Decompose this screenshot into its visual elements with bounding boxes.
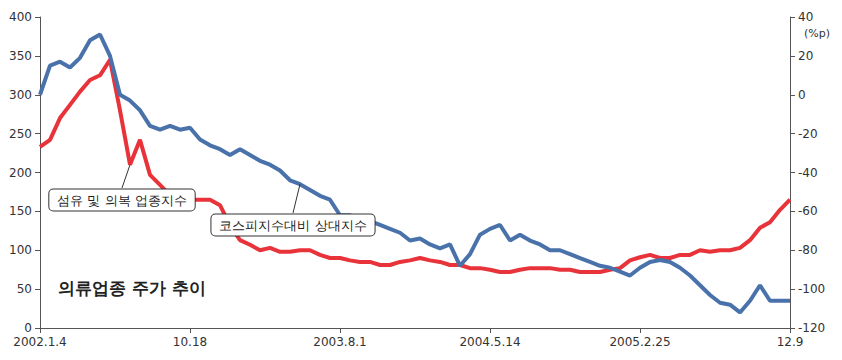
svg-text:400: 400	[9, 10, 32, 24]
svg-text:100: 100	[9, 243, 32, 257]
svg-text:(%p): (%p)	[804, 27, 830, 40]
svg-text:-40: -40	[798, 166, 818, 180]
svg-text:코스피지수대비 상대지수: 코스피지수대비 상대지수	[219, 218, 366, 233]
svg-text:-120: -120	[798, 321, 825, 335]
svg-text:2002.1.4: 2002.1.4	[13, 335, 66, 349]
svg-text:0: 0	[24, 321, 32, 335]
svg-text:2005.2.25: 2005.2.25	[609, 335, 670, 349]
svg-text:10.18: 10.18	[173, 335, 207, 349]
svg-text:-20: -20	[798, 127, 818, 141]
svg-text:20: 20	[798, 49, 813, 63]
svg-text:300: 300	[9, 88, 32, 102]
svg-text:-80: -80	[798, 243, 818, 257]
svg-text:200: 200	[9, 166, 32, 180]
svg-text:-100: -100	[798, 282, 825, 296]
svg-text:50: 50	[17, 282, 32, 296]
svg-text:2003.8.1: 2003.8.1	[313, 335, 366, 349]
svg-text:350: 350	[9, 49, 32, 63]
svg-text:2004.5.14: 2004.5.14	[459, 335, 520, 349]
svg-text:250: 250	[9, 127, 32, 141]
svg-text:40: 40	[798, 10, 813, 24]
svg-text:-60: -60	[798, 204, 818, 218]
svg-text:150: 150	[9, 204, 32, 218]
svg-text:의류업종 주가 추이: 의류업종 주가 추이	[58, 278, 206, 298]
svg-text:0: 0	[798, 88, 806, 102]
svg-text:12.9: 12.9	[777, 335, 804, 349]
svg-text:섬유 및 의복 업종지수: 섬유 및 의복 업종지수	[57, 193, 186, 208]
